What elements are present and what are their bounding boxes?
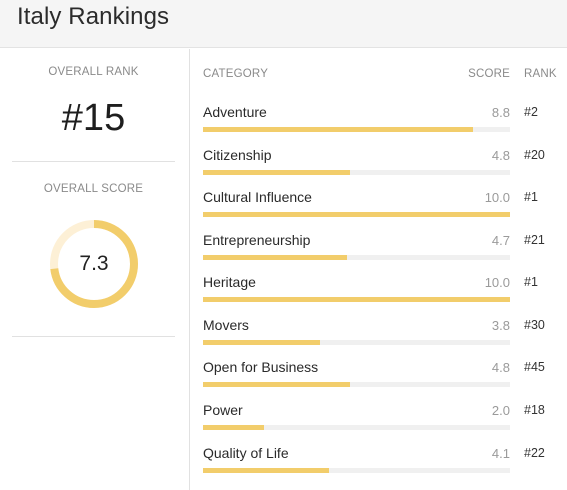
category-rank: #21 (524, 233, 545, 247)
score-bar-fill (203, 127, 474, 132)
page-header: Italy Rankings (0, 0, 567, 48)
category-score: 8.8 (491, 105, 510, 120)
category-name: Citizenship (203, 147, 272, 163)
category-rank: #18 (524, 403, 545, 417)
table-row: Entrepreneurship 4.7 #21 (0, 232, 567, 272)
overall-score-gauge: 7.3 (48, 218, 140, 310)
table-row: Cultural Influence 10.0 #1 (0, 189, 567, 229)
category-rank: #45 (524, 360, 545, 374)
category-rank: #1 (524, 275, 538, 289)
category-name: Open for Business (203, 359, 319, 375)
score-bar-track (203, 468, 510, 473)
score-bar-track (203, 382, 510, 387)
overall-score-label: OVERALL SCORE (43, 183, 144, 195)
category-name: Power (203, 402, 243, 418)
category-score: 4.1 (491, 446, 510, 461)
score-bar-track (203, 127, 510, 132)
panel-divider (189, 49, 190, 490)
overall-rank-label: OVERALL RANK (48, 66, 139, 78)
gauge-fill (50, 220, 138, 308)
table-row: Power 2.0 #18 (0, 402, 567, 442)
score-bar-fill (203, 212, 510, 217)
score-bar-track (203, 255, 510, 260)
score-bar-track (203, 297, 510, 302)
overall-score-value: 7.3 (79, 252, 109, 275)
category-name: Entrepreneurship (203, 232, 311, 248)
category-score: 3.8 (491, 318, 510, 333)
column-header-rank: RANK (524, 68, 557, 80)
score-bar-fill (203, 382, 351, 387)
overall-rank-value: #15 (61, 97, 126, 139)
table-row: Quality of Life 4.1 #22 (0, 445, 567, 485)
category-score: 10.0 (484, 190, 510, 205)
score-bar-fill (203, 468, 329, 473)
score-bar-fill (203, 297, 510, 302)
category-name: Cultural Influence (203, 189, 312, 205)
category-name: Movers (203, 317, 249, 333)
category-rank: #22 (524, 446, 545, 460)
page-title: Italy Rankings (17, 3, 170, 30)
table-row: Movers 3.8 #30 (0, 317, 567, 357)
category-rank: #30 (524, 318, 545, 332)
score-bar-fill (203, 340, 320, 345)
score-bar-fill (203, 170, 351, 175)
category-name: Heritage (203, 274, 256, 290)
category-score: 4.8 (491, 148, 510, 163)
category-score: 4.7 (491, 233, 510, 248)
table-row: Adventure 8.8 #2 (0, 104, 567, 144)
column-header-category: CATEGORY (203, 68, 269, 80)
category-name: Quality of Life (203, 445, 289, 461)
category-score: 4.8 (491, 360, 510, 375)
table-row: Heritage 10.0 #1 (0, 274, 567, 314)
overall-panel: OVERALL RANK #15 OVERALL SCORE 7.3 (12, 49, 175, 490)
category-name: Adventure (203, 104, 267, 120)
category-rank: #2 (524, 105, 538, 119)
score-bar-track (203, 425, 510, 430)
category-rank: #1 (524, 190, 538, 204)
divider (12, 161, 175, 162)
category-score: 10.0 (484, 275, 510, 290)
score-bar-fill (203, 425, 265, 430)
divider (12, 336, 175, 337)
category-rank: #20 (524, 148, 545, 162)
column-header-score: SCORE (468, 68, 510, 80)
score-bar-track (203, 212, 510, 217)
table-row: Citizenship 4.8 #20 (0, 147, 567, 187)
score-bar-fill (203, 255, 348, 260)
category-score: 2.0 (491, 403, 510, 418)
score-bar-track (203, 170, 510, 175)
table-row: Open for Business 4.8 #45 (0, 359, 567, 399)
score-bar-track (203, 340, 510, 345)
